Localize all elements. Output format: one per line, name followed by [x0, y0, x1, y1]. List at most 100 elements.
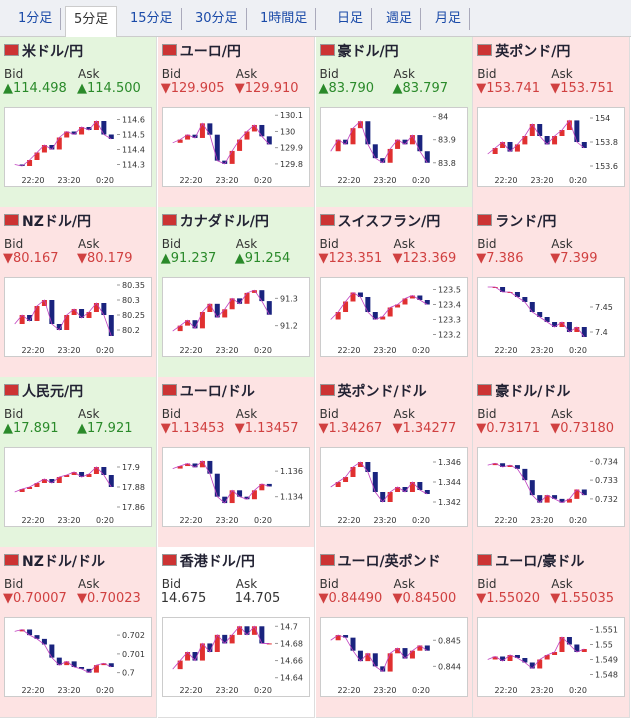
candle: [221, 634, 227, 644]
x-tick-label: 22:20: [179, 516, 202, 525]
x-tick-label: 23:20: [373, 346, 396, 355]
rate-panel[interactable]: NZドル/円 Bid Ask ▼80.167 ▼80.179 80.2 80.25 80.3 8…: [0, 207, 157, 378]
candle: [27, 315, 33, 321]
candle: [500, 656, 506, 661]
y-tick-label: 0.733: [595, 476, 618, 485]
rate-panel[interactable]: スイスフラン/円 Bid Ask ▼123.351 ▼123.369 123.2 123.3…: [315, 207, 473, 378]
candle: [515, 465, 521, 469]
candle: [379, 158, 385, 163]
candle: [537, 124, 543, 136]
y-tick-label: 1.344: [438, 478, 461, 487]
tab[interactable]: 15分足: [122, 8, 182, 30]
bid-label: Bid: [161, 577, 181, 591]
candle: [207, 303, 213, 312]
tab[interactable]: 日足: [329, 8, 373, 30]
x-tick-label: 0:20: [412, 346, 430, 355]
candle: [41, 300, 47, 306]
rate-panel[interactable]: 香港ドル/円 Bid Ask 14.675 14.705 14.64 14.66 14.68 1…: [157, 547, 315, 718]
x-tick-label: 22:20: [337, 346, 360, 355]
ask-label: Ask: [78, 237, 100, 251]
candle: [214, 473, 220, 497]
candle: [27, 629, 33, 636]
bid-label: Bid: [4, 407, 24, 421]
candle: [108, 475, 114, 487]
rate-panel[interactable]: 豪ドル/円 Bid Ask ▲83.790 ▲83.797 83.8 83.9 84 22:20…: [315, 37, 473, 208]
ask-value: ▼129.910: [234, 81, 299, 96]
rate-panel[interactable]: 英ポンド/ドル Bid Ask ▼1.34267 ▼1.34277 1.342 1.344 1…: [315, 377, 473, 548]
candle: [507, 465, 513, 467]
candle: [86, 127, 92, 130]
candle: [49, 644, 55, 658]
candle: [49, 300, 55, 324]
candle: [244, 496, 250, 500]
candle: [492, 656, 498, 660]
pair-name: 豪ドル/円: [337, 44, 399, 60]
candle: [387, 148, 393, 163]
candle: [522, 136, 528, 145]
bid-label: Bid: [161, 237, 181, 251]
close-line: [172, 289, 270, 332]
ask-value: ▼1.13457: [234, 421, 299, 436]
y-tick-label: 17.9: [122, 463, 140, 472]
candle: [424, 151, 430, 163]
bid-label: Bid: [477, 577, 497, 591]
rate-panel[interactable]: ユーロ/ドル Bid Ask ▼1.13453 ▼1.13457 1.134 1.136 22…: [157, 377, 315, 548]
candle: [364, 297, 370, 312]
candle: [229, 634, 235, 644]
tab[interactable]: 1分足: [10, 8, 62, 30]
x-tick-label: 22:20: [179, 176, 202, 185]
tab[interactable]: 週足: [378, 8, 422, 30]
x-tick-label: 0:20: [412, 176, 430, 185]
ask-label: Ask: [393, 407, 415, 421]
candle: [409, 482, 415, 492]
rate-panel[interactable]: ユーロ/円 Bid Ask ▼129.905 ▼129.910 129.8 129.9 130…: [157, 37, 315, 208]
candle: [335, 312, 341, 320]
candle: [86, 312, 92, 318]
rate-panel[interactable]: ユーロ/英ポンド Bid Ask ▼0.84490 ▼0.84500 0.844 0.845…: [315, 547, 473, 718]
bid-label: Bid: [4, 577, 24, 591]
candle: [259, 290, 265, 302]
tab[interactable]: 5分足: [65, 6, 118, 37]
tab[interactable]: 月足: [427, 8, 471, 30]
candle: [552, 322, 558, 327]
candle: [357, 292, 363, 297]
candle: [387, 653, 393, 672]
bid-label: Bid: [319, 407, 339, 421]
candle: [522, 468, 528, 481]
bid-label: Bid: [319, 577, 339, 591]
x-tick-label: 22:20: [495, 686, 518, 695]
rate-panel[interactable]: 英ポンド/円 Bid Ask ▼153.741 ▼153.751 153.6 153.8 15…: [473, 37, 631, 208]
candle: [27, 487, 33, 489]
tab[interactable]: 30分足: [187, 8, 247, 30]
rate-panel[interactable]: 豪ドル/ドル Bid Ask ▼0.73171 ▼0.73180 0.732 0.733 0.…: [473, 377, 631, 548]
candle: [394, 487, 400, 492]
ask-value: ▼1.55035: [550, 591, 615, 606]
flag-icon: [319, 554, 335, 566]
pair-name: 英ポンド/円: [495, 44, 571, 60]
candle: [207, 460, 213, 474]
candle: [259, 483, 265, 491]
close-line: [172, 625, 270, 670]
ask-value: ▼80.179: [77, 251, 133, 266]
ask-label: Ask: [235, 237, 258, 251]
ask-label: Ask: [235, 577, 258, 591]
rate-panel[interactable]: ランド/円 Bid Ask ▼7.386 ▼7.399 7.4 7.45 22:20 23:20…: [473, 207, 631, 378]
x-tick-label: 23:20: [57, 686, 80, 695]
candle: [567, 637, 573, 645]
candle: [522, 658, 528, 663]
rate-panel[interactable]: カナダドル/円 Bid Ask ▲91.237 ▲91.254 91.2 91.3 22:20…: [157, 207, 315, 378]
candle: [19, 489, 25, 492]
rate-panel[interactable]: 米ドル/円 Bid Ask ▲114.498 ▲114.500 114.3 114.4 114…: [0, 37, 157, 208]
candle: [177, 139, 183, 143]
x-tick-label: 23:20: [215, 176, 238, 185]
candle: [537, 659, 543, 669]
tab[interactable]: 1時間足: [252, 8, 317, 30]
candle: [379, 666, 385, 672]
flag-icon: [161, 384, 177, 396]
x-tick-label: 23:20: [373, 516, 396, 525]
rate-panel[interactable]: NZドル/ドル Bid Ask ▼0.70007 ▼0.70023 0.7 0.701 0.7…: [0, 547, 157, 718]
x-tick-label: 0:20: [254, 346, 272, 355]
rate-panel[interactable]: 人民元/円 Bid Ask ▲17.891 ▲17.921 17.86 17.88 17.9 2…: [0, 377, 157, 548]
rate-panel[interactable]: ユーロ/豪ドル Bid Ask ▼1.55020 ▼1.55035 1.548 1.549 1…: [473, 547, 631, 718]
candle: [214, 303, 220, 318]
